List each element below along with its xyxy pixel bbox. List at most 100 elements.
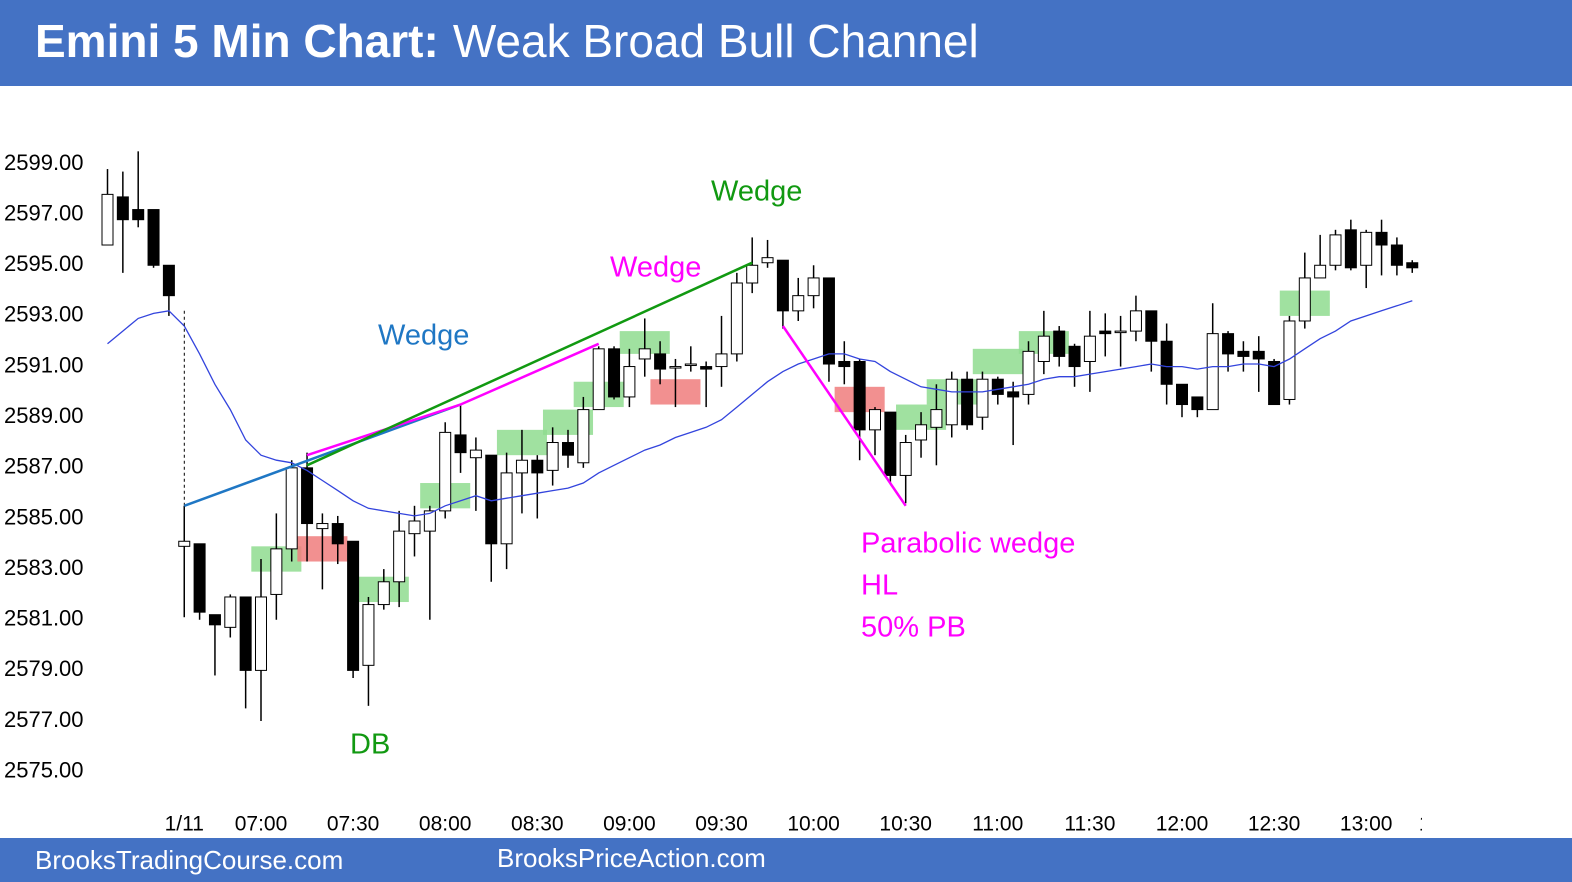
annotation: 50% PB [861, 612, 966, 644]
footer-left: BrooksTradingCourse.com [35, 845, 343, 875]
candle-body [1375, 231, 1388, 246]
y-tick-label: 2591.00 [4, 352, 84, 377]
candle-body [577, 409, 590, 464]
trend-line [306, 261, 753, 467]
candle-body [1129, 310, 1142, 332]
candle-body [1237, 350, 1250, 357]
candle-body [746, 264, 759, 284]
candle-body [715, 353, 728, 368]
candle-body [1206, 333, 1219, 411]
x-tick-label: 09:30 [695, 813, 748, 836]
x-tick-label: 08:30 [511, 813, 564, 836]
candle-body [592, 348, 605, 411]
x-tick-label: 12:00 [1156, 813, 1209, 836]
candle-body [884, 411, 897, 476]
candle-body [393, 530, 406, 583]
candle-body [669, 366, 682, 369]
candle-body [807, 277, 820, 297]
candle-body [684, 363, 697, 367]
candle-body [899, 442, 912, 476]
candle-body [208, 614, 221, 626]
candle-body [377, 581, 390, 606]
candle-body [1283, 320, 1296, 400]
y-tick-label: 2593.00 [4, 302, 84, 327]
candle-body [1007, 391, 1020, 398]
candle-body [162, 264, 175, 297]
candle-body [623, 366, 636, 398]
candle-body [930, 409, 943, 428]
x-tick-label: 1/ [1419, 813, 1437, 836]
y-tick-label: 2597.00 [4, 200, 84, 225]
y-tick-label: 2599.00 [4, 150, 84, 175]
annotation: Wedge [378, 320, 469, 352]
title-bold: Emini 5 Min Chart: [35, 15, 439, 67]
candle-body [1298, 277, 1311, 322]
candle-body [193, 543, 206, 613]
y-tick-label: 2589.00 [4, 403, 84, 428]
candle-body [1114, 330, 1127, 334]
candle-body [1145, 310, 1158, 342]
candle-body [347, 540, 360, 671]
plot: 2575.00 2577.00 2579.00 2581.00 2583.00 2585.… [4, 150, 1437, 836]
x-tick-label: 1/11 [165, 813, 204, 836]
candle-body [423, 510, 436, 532]
candle-body [362, 604, 375, 666]
candle-body [1176, 383, 1188, 406]
annotation: Parabolic wedge [861, 528, 1075, 560]
title-rest: Weak Broad Bull Channel [453, 15, 979, 67]
candle-body [761, 257, 774, 264]
candle-body [178, 540, 191, 547]
candle-body [915, 424, 928, 441]
y-tick-label: 2587.00 [4, 454, 84, 479]
x-tick-label: 08:00 [419, 813, 472, 836]
x-tick-label: 10:00 [787, 813, 840, 836]
header-bar [0, 0, 1572, 86]
signal-box [972, 348, 1023, 375]
y-tick-label: 2577.00 [4, 707, 84, 732]
candle-body [116, 196, 129, 221]
x-tick-label: 11:30 [1064, 813, 1115, 836]
candle-body [1314, 264, 1327, 279]
candle-body [1406, 262, 1419, 269]
candle-body [500, 472, 513, 545]
candle-body [101, 193, 114, 246]
candle-body [638, 348, 651, 360]
candle-body [838, 360, 851, 368]
candle-body [239, 596, 252, 671]
y-tick-label: 2579.00 [4, 656, 84, 681]
candle-body [1099, 330, 1112, 335]
x-tick-label: 13:00 [1340, 813, 1393, 836]
x-tick-label: 09:00 [603, 813, 656, 836]
candle-body [439, 431, 452, 512]
candle-body [1268, 360, 1281, 406]
candle-body [301, 467, 314, 525]
candle-body [1390, 244, 1403, 266]
candle-body [608, 348, 621, 398]
moving-average [107, 300, 1413, 517]
candle-body [1329, 234, 1342, 266]
candle-body [270, 548, 283, 595]
y-tick-label: 2595.00 [4, 251, 84, 276]
candle-body [331, 523, 344, 545]
candle-body [976, 378, 989, 418]
candle-body [700, 366, 713, 370]
candle-body [822, 277, 835, 365]
candle-body [285, 467, 298, 550]
y-tick-label: 2585.00 [4, 504, 84, 529]
y-tick-label: 2575.00 [4, 757, 84, 782]
candle-body [991, 378, 1004, 395]
candle-body [776, 259, 789, 312]
candle-body [945, 378, 958, 426]
x-tick-label: 07:00 [235, 813, 288, 836]
candle-body [132, 209, 145, 221]
annotation: HL [861, 570, 898, 602]
candle-body [224, 596, 237, 628]
candle-body [853, 360, 866, 431]
candle-body [961, 378, 974, 426]
candle-body [515, 459, 528, 474]
trend-line [781, 325, 907, 507]
candle-body [1222, 333, 1235, 355]
y-tick-label: 2581.00 [4, 606, 84, 631]
candle-body [1360, 231, 1373, 266]
